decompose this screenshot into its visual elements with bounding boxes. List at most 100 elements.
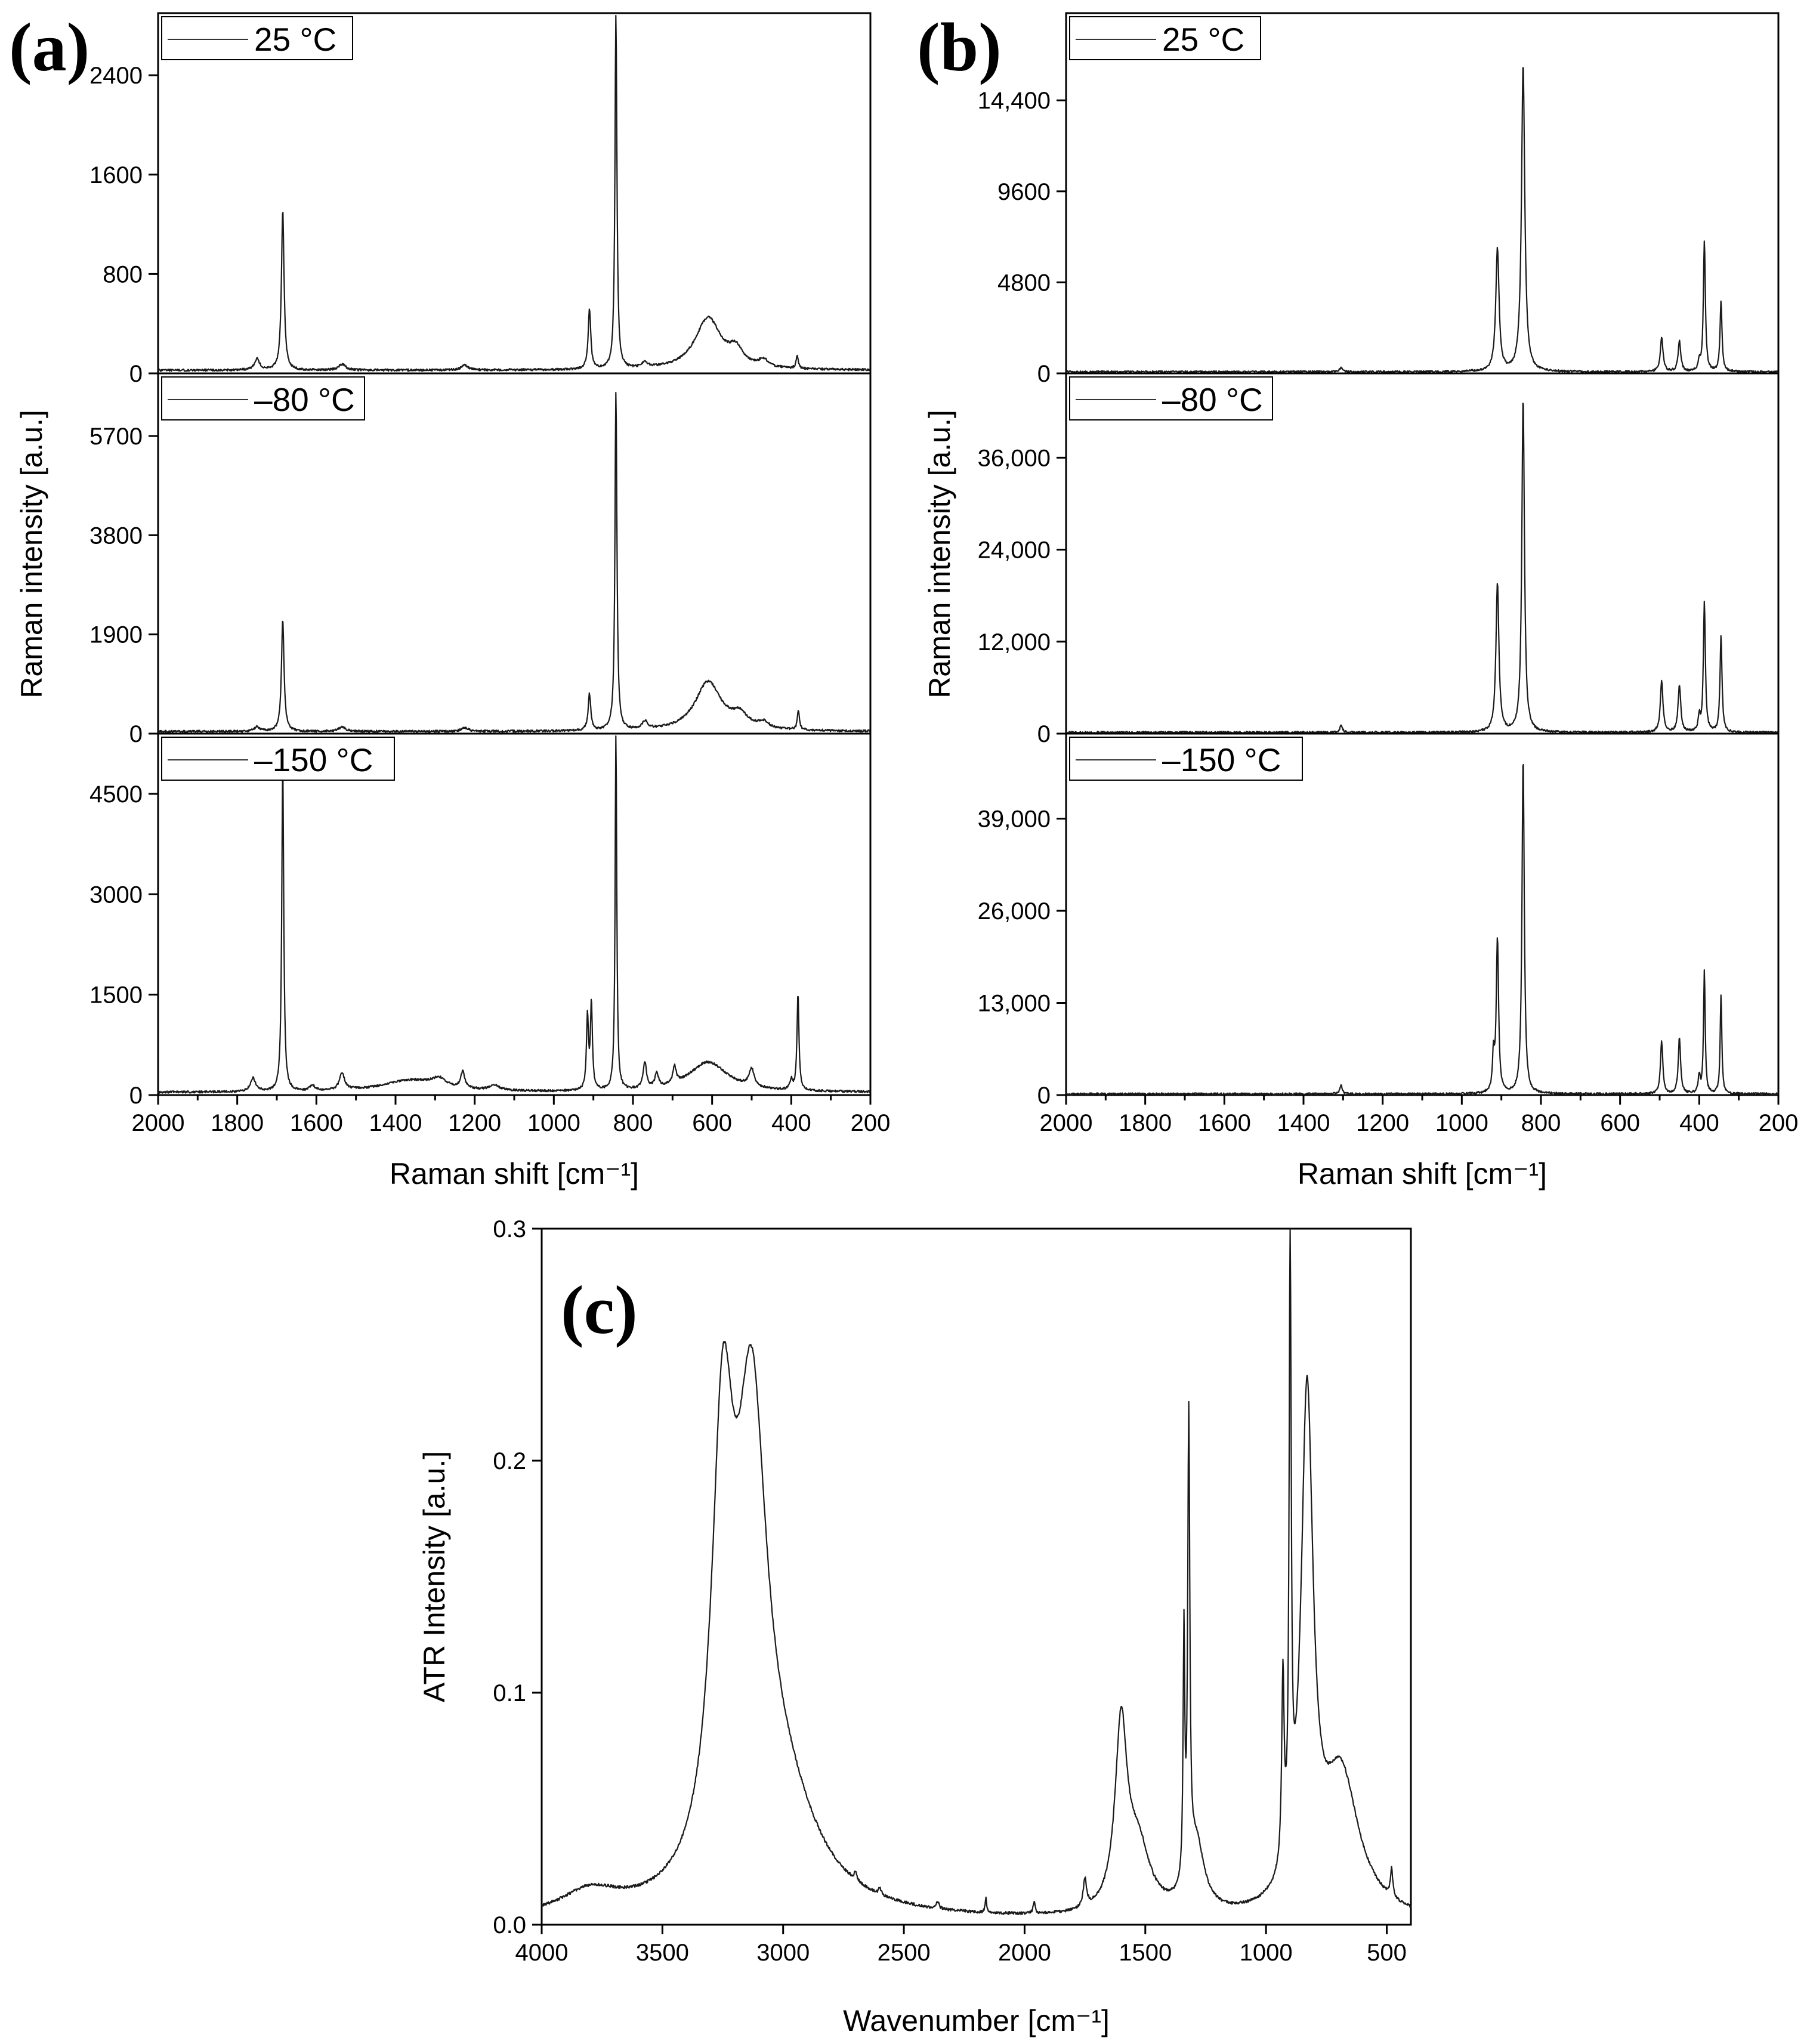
x-tick-label: 1000 [1240, 1940, 1293, 1966]
x-tick-label: 400 [1679, 1110, 1719, 1136]
y-tick-label: 0 [129, 1083, 143, 1109]
legend-label: 25 °C [1162, 21, 1244, 58]
subplot-a-3: 0 1500 3000 4500 –150 °C [89, 732, 872, 1109]
plot-frame [157, 12, 872, 375]
x-tick-label: 400 [771, 1110, 811, 1136]
plot-frame [1065, 372, 1780, 735]
panel-label: (a) [9, 10, 89, 86]
x-tick-label: 600 [692, 1110, 732, 1136]
y-tick-label: 4800 [997, 270, 1051, 296]
spectrum-line [1065, 67, 1779, 374]
y-tick-label: 14,400 [978, 88, 1051, 114]
y-tick-label: 1500 [89, 982, 143, 1009]
subplot-b-2: 0 12,000 24,000 36,000 –80 °C [978, 372, 1780, 747]
spectrum-line [157, 14, 870, 372]
x-tick-label: 2000 [1040, 1110, 1093, 1136]
x-tick-label: 1800 [1119, 1110, 1172, 1136]
panel-label: (c) [561, 1272, 638, 1349]
y-tick-label: 0 [1037, 361, 1051, 387]
y-axis-title: Raman intensity [a.u.] [15, 410, 48, 698]
y-tick-label: 0.0 [493, 1912, 526, 1938]
y-axis-title: Raman intensity [a.u.] [923, 410, 956, 698]
plot-frame [1065, 12, 1780, 375]
y-tick-label: 3800 [89, 522, 143, 549]
spectrum-line [157, 735, 871, 1094]
y-tick-label: 39,000 [978, 806, 1051, 833]
panel-label: (b) [917, 10, 1002, 86]
x-tick-label: 2000 [132, 1110, 185, 1136]
legend-box [161, 16, 353, 60]
x-tick-label: 2500 [878, 1940, 931, 1966]
plot-frame [540, 1227, 1412, 1926]
x-tick-label: 2000 [998, 1940, 1051, 1966]
y-tick-label: 24,000 [978, 537, 1051, 564]
x-tick-label: 1000 [527, 1110, 580, 1136]
y-tick-label: 4500 [89, 781, 143, 808]
legend-box [161, 737, 395, 781]
x-tick-label: 1600 [290, 1110, 343, 1136]
x-tick-label: 1400 [1277, 1110, 1330, 1136]
plot-frame [157, 372, 872, 735]
y-tick-label: 0 [129, 721, 143, 747]
legend-label: –150 °C [1162, 741, 1281, 778]
panel-c: 0.0 0.1 0.2 0.3 4000 3500 3000 2500 2000 1500 1000… [418, 1216, 1412, 2037]
y-tick-label: 0.1 [493, 1680, 526, 1706]
x-tick-label: 800 [1521, 1110, 1561, 1136]
y-tick-label: 3000 [89, 882, 143, 908]
x-tick-label: 1200 [1356, 1110, 1409, 1136]
legend-label: –80 °C [1162, 381, 1263, 418]
x-axis-title: Raman shift [cm⁻¹] [390, 1157, 639, 1190]
y-tick-label: 9600 [997, 179, 1051, 205]
y-tick-label: 2400 [89, 63, 143, 89]
x-tick-label: 1000 [1435, 1110, 1488, 1136]
y-axis-title: ATR Intensity [a.u.] [418, 1451, 451, 1702]
x-tick-label: 200 [1759, 1110, 1799, 1136]
x-tick-label: 1800 [211, 1110, 264, 1136]
spectrum-line [1065, 763, 1779, 1096]
x-tick-label: 3000 [756, 1940, 810, 1966]
panel-a: 0 800 1600 2400 25 °C 0 1900 3800 5700 –80 °C 0 150… [9, 10, 890, 1190]
x-tick-label: 1200 [448, 1110, 501, 1136]
x-tick-label: 800 [613, 1110, 653, 1136]
atr-spectrum-line [540, 1227, 1411, 1915]
x-tick-label: 1600 [1198, 1110, 1251, 1136]
legend-label: 25 °C [254, 21, 336, 58]
y-tick-label: 800 [103, 261, 143, 287]
x-tick-label: 4000 [515, 1940, 569, 1966]
subplot-b-3: 0 13,000 26,000 39,000 –150 °C [978, 732, 1780, 1109]
x-tick-label: 200 [851, 1110, 891, 1136]
y-tick-label: 0 [129, 361, 143, 387]
legend-box [161, 376, 365, 420]
panel-b: 0 4800 9600 14,400 25 °C 0 12,000 24,000 36,000 –… [917, 10, 1798, 1190]
y-tick-label: 0 [1037, 721, 1051, 747]
x-axis-title: Raman shift [cm⁻¹] [1298, 1157, 1547, 1190]
subplot-b-1: 0 4800 9600 14,400 25 °C [978, 12, 1780, 387]
x-tick-label: 1500 [1119, 1940, 1172, 1966]
plot-frame [157, 732, 872, 1096]
spectrum-line [157, 391, 870, 734]
legend-box [1069, 737, 1303, 781]
x-tick-label: 3500 [636, 1940, 689, 1966]
y-tick-label: 26,000 [978, 898, 1051, 924]
legend-label: –150 °C [254, 741, 373, 778]
y-tick-label: 0 [1037, 1083, 1051, 1109]
spectrum-line [1065, 403, 1779, 735]
legend-box [1069, 376, 1273, 420]
legend-label: –80 °C [254, 381, 355, 418]
y-tick-label: 12,000 [978, 629, 1051, 655]
y-tick-label: 0.3 [493, 1216, 526, 1242]
y-tick-label: 5700 [89, 423, 143, 450]
x-tick-label: 600 [1600, 1110, 1640, 1136]
x-tick-label: 1400 [369, 1110, 422, 1136]
x-axis-title: Wavenumber [cm⁻¹] [843, 2004, 1110, 2037]
legend-box [1069, 16, 1261, 60]
subplot-a-2: 0 1900 3800 5700 –80 °C [89, 372, 872, 747]
y-tick-label: 1900 [89, 622, 143, 648]
x-tick-label: 500 [1367, 1940, 1407, 1966]
y-tick-label: 0.2 [493, 1448, 526, 1474]
plot-frame [1065, 732, 1780, 1096]
y-tick-label: 36,000 [978, 445, 1051, 471]
subplot-a-1: 0 800 1600 2400 25 °C [89, 12, 872, 387]
y-tick-label: 1600 [89, 162, 143, 188]
